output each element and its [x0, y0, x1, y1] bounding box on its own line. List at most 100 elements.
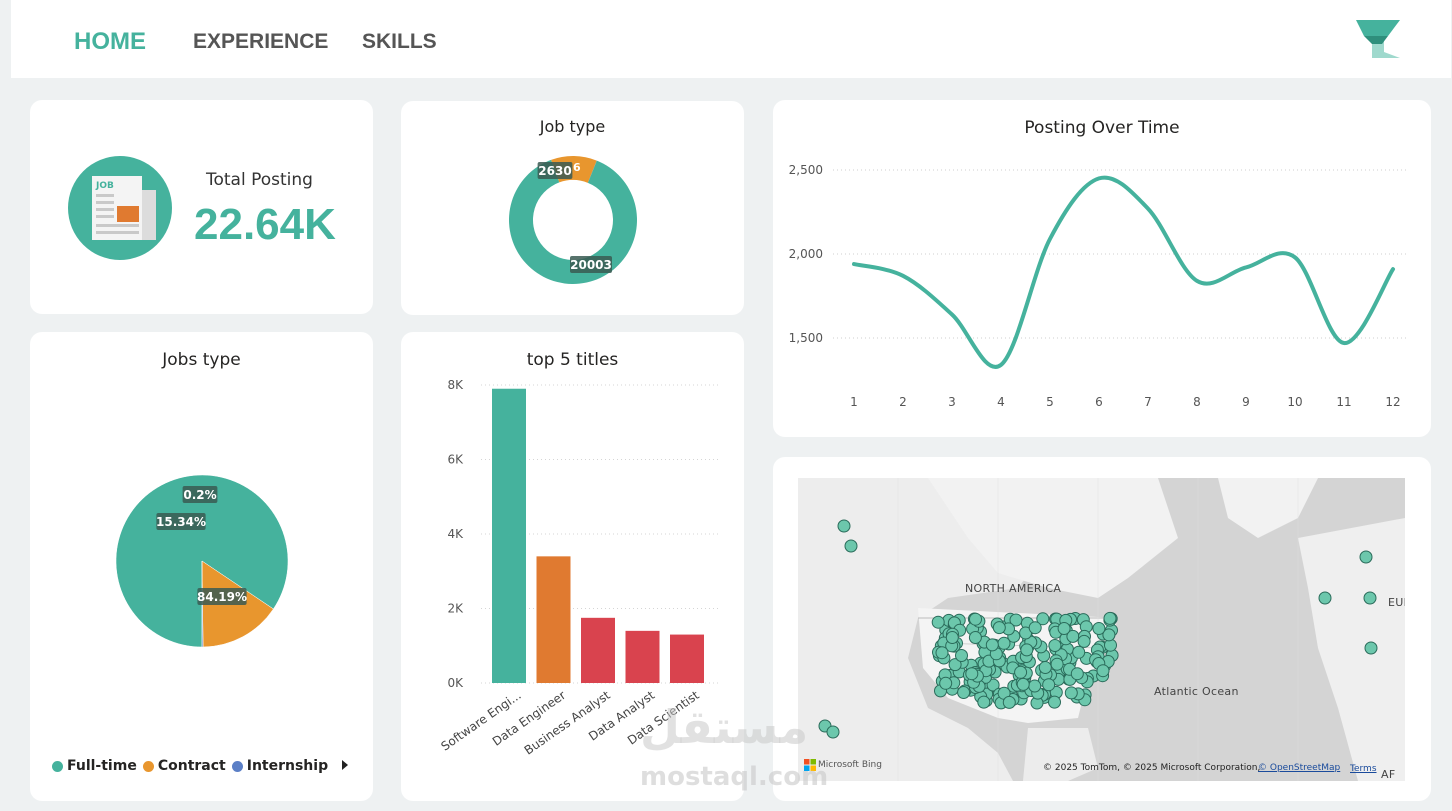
- map-point: [1077, 634, 1091, 648]
- svg-text:84.19%: 84.19%: [197, 590, 247, 604]
- bar-0: [492, 388, 526, 683]
- total-posting-card: JOB Total Posting 22.64K: [30, 100, 373, 314]
- map-point: [945, 631, 959, 644]
- legend-item-contract[interactable]: Contract: [142, 758, 226, 774]
- map-point: [1364, 641, 1378, 655]
- map-point: [1048, 695, 1061, 709]
- map-point: [997, 636, 1011, 650]
- top-titles-card: top 5 titles 8K 6K 4K 2K 0K Software Engi... D…: [401, 332, 744, 801]
- map-point: [935, 646, 949, 660]
- pie-label-internship: 0.2%: [182, 486, 218, 503]
- watermark-latin: mostaql.com: [640, 762, 829, 792]
- map-point: [1102, 628, 1116, 642]
- pie-label-contract: 15.34%: [156, 513, 206, 530]
- terms-link[interactable]: Terms: [1350, 764, 1377, 774]
- line-x-tick: 2: [899, 395, 907, 409]
- svg-text:2630: 2630: [538, 164, 571, 178]
- job-icon-text: JOB: [95, 181, 114, 191]
- line-x-tick: 9: [1242, 395, 1250, 409]
- legend-item-full-time[interactable]: Full-time: [52, 758, 137, 774]
- map-point: [957, 686, 971, 699]
- map-point: [1057, 622, 1071, 635]
- line-x-tick: 6: [1095, 395, 1103, 409]
- map-point: [1064, 686, 1078, 700]
- posting-line: [852, 175, 1395, 369]
- map-point: [1014, 665, 1028, 679]
- nav-experience[interactable]: EXPERIENCE: [193, 30, 329, 53]
- top-titles-title: top 5 titles: [526, 350, 619, 370]
- map-point: [1092, 622, 1106, 635]
- map-point: [977, 695, 991, 709]
- bar-1: [536, 556, 571, 683]
- map-point: [826, 725, 840, 739]
- bar-y-tick: 8K: [447, 378, 464, 392]
- bar-y-tick: 6K: [447, 453, 464, 467]
- legend-label-full-time: Full-time: [67, 758, 137, 774]
- map-canvas[interactable]: [798, 478, 1405, 781]
- svg-text:15.34%: 15.34%: [156, 515, 206, 529]
- legend-dot-internship: [231, 760, 243, 772]
- bing-label: Microsoft Bing: [818, 760, 882, 770]
- nav-skills[interactable]: SKILLS: [362, 30, 437, 53]
- bar-4: [670, 634, 704, 683]
- map-point: [992, 621, 1006, 635]
- microsoft-logo-icon: [804, 759, 816, 771]
- svg-text:20003: 20003: [570, 258, 612, 272]
- kpi-value: 22.64K: [194, 200, 336, 249]
- posting-over-time-title: Posting Over Time: [1024, 118, 1180, 138]
- legend-label-contract: Contract: [157, 758, 226, 774]
- legend-dot-full-time: [52, 760, 63, 772]
- map-point: [1028, 679, 1042, 693]
- newspaper-job-icon: JOB: [68, 156, 172, 260]
- pie-slice-internship: [201, 560, 204, 648]
- map-attribution: © 2025 TomTom, © 2025 Microsoft Corporat…: [1043, 763, 1261, 773]
- legend-label-internship: Internship: [246, 758, 329, 774]
- job-type-donut-card: Job type 2630 6 20003: [401, 101, 744, 315]
- map-point: [1096, 664, 1110, 678]
- top-nav-bar: HOME EXPERIENCE SKILLS: [11, 0, 1451, 78]
- job-type-title: Job type: [539, 117, 606, 136]
- jobs-type-pie-card: Jobs type 84.19% 15.34% 0.2% Full-time Con…: [30, 332, 373, 801]
- jobs-type-pie-chart: 84.19% 15.34% 0.2%: [115, 474, 289, 648]
- line-x-tick: 5: [1046, 395, 1054, 409]
- donut-slice-1: [587, 160, 597, 183]
- job-type-donut-chart: 2630 6 20003: [509, 156, 637, 284]
- map-point: [1318, 591, 1332, 605]
- donut-slice-2: [509, 159, 637, 284]
- nav-home[interactable]: HOME: [74, 28, 146, 55]
- postings-map[interactable]: NORTH AMERICA Atlantic Ocean EUR AF Micr…: [798, 478, 1405, 781]
- map-point: [1016, 677, 1030, 691]
- map-point: [985, 638, 999, 652]
- map-point: [968, 631, 982, 644]
- map-point: [1363, 591, 1377, 605]
- map-point: [844, 539, 858, 553]
- donut-label-internship: 6: [573, 161, 581, 174]
- legend-next-arrow-icon[interactable]: [340, 759, 350, 771]
- line-x-tick: 11: [1336, 395, 1351, 409]
- donut-label-full-time: 20003: [570, 256, 612, 273]
- map-point: [1359, 550, 1373, 564]
- map-label-atlantic: Atlantic Ocean: [1154, 685, 1239, 698]
- line-y-tick: 2,000: [789, 247, 823, 261]
- donut-label-contract: 2630: [537, 162, 573, 179]
- map-point: [1103, 611, 1117, 625]
- bar-y-tick: 2K: [447, 602, 464, 616]
- map-point: [986, 678, 1000, 692]
- map-point: [1042, 678, 1056, 692]
- map-point: [1038, 661, 1052, 674]
- funnel-logo-icon: [1356, 20, 1400, 58]
- map-point: [955, 649, 968, 662]
- map-point: [969, 612, 982, 626]
- osm-link[interactable]: © OpenStreetMap: [1258, 763, 1341, 773]
- map-point: [1020, 643, 1034, 657]
- map-point: [931, 615, 945, 629]
- posting-over-time-card: Posting Over Time 2,500 2,000 1,500 1 2 3 4 5 6 7…: [773, 100, 1431, 437]
- legend-item-internship[interactable]: Internship: [231, 758, 329, 774]
- line-y-tick: 2,500: [789, 163, 823, 177]
- map-point: [948, 658, 962, 672]
- bar-y-tick: 4K: [447, 527, 464, 541]
- map-point: [1070, 667, 1084, 681]
- map-point: [1028, 621, 1042, 635]
